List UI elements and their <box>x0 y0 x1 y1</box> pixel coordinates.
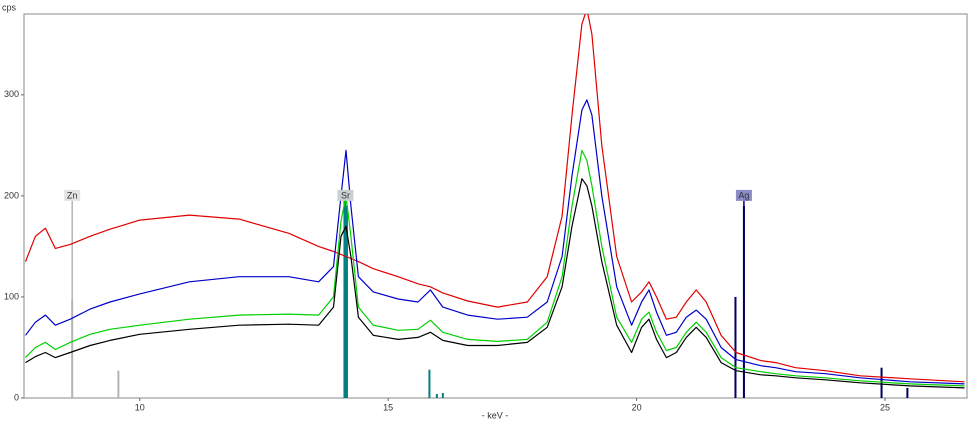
y-tick-label: 300 <box>4 89 19 99</box>
spectra <box>24 14 965 389</box>
element-labels: Zn Sr Ag <box>64 189 752 201</box>
element-label: Zn <box>67 190 78 200</box>
y-tick-label: 200 <box>4 190 19 200</box>
plot-frame <box>23 13 968 399</box>
y-tick-label: 0 <box>14 392 19 402</box>
x-tick-label: 25 <box>880 402 890 412</box>
element-line <box>734 296 737 398</box>
spectrum-line <box>24 14 965 383</box>
element-line <box>441 392 444 398</box>
x-tick-label: 20 <box>632 402 642 412</box>
element-line <box>117 370 120 398</box>
element-label-box <box>337 189 354 201</box>
element-label-box <box>64 189 81 201</box>
x-tick-label: 15 <box>383 402 393 412</box>
element-line <box>428 369 431 398</box>
element-line <box>880 367 883 398</box>
y-tick-label: 100 <box>4 291 19 301</box>
element-label-box <box>735 189 752 201</box>
spectrum-line <box>25 178 965 389</box>
spectrum-line <box>25 99 965 385</box>
element-lines <box>71 195 909 398</box>
element-label: Ag <box>738 190 749 200</box>
element-line <box>343 195 346 398</box>
x-tick-label: 10 <box>135 402 145 412</box>
element-label: Sr <box>341 190 350 200</box>
y-axis-label: cps <box>2 2 17 12</box>
x-axis-label: - keV - <box>482 410 509 420</box>
element-line <box>435 393 438 398</box>
element-line <box>906 387 909 398</box>
spectrum-line <box>25 149 965 387</box>
element-line <box>345 206 348 398</box>
